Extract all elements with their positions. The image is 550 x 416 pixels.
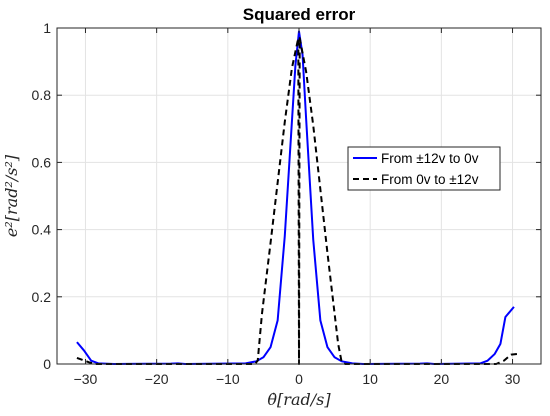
legend-box <box>347 146 501 191</box>
series-line-1 <box>76 30 515 365</box>
x-tick-label: 0 <box>295 371 303 387</box>
x-tick-label: −20 <box>145 371 169 387</box>
legend: From ±12v to 0v From 0v to ±12v <box>347 146 501 191</box>
y-tick-label: 0.6 <box>32 154 52 170</box>
x-tick-label: 20 <box>434 371 450 387</box>
x-axis-label: θ̇[rad/s] <box>267 390 331 409</box>
plot-series <box>76 30 518 365</box>
y-tick-label: 0.8 <box>32 87 52 103</box>
x-tick-label: −30 <box>74 371 98 387</box>
x-tick-label: 30 <box>505 371 521 387</box>
series-line-2 <box>76 37 518 365</box>
y-tick-label: 0.2 <box>32 289 52 305</box>
legend-label-1: From ±12v to 0v <box>381 151 479 166</box>
y-axis-label: e²[rad²/s²] <box>2 154 21 237</box>
y-tick-label: 0.4 <box>32 222 52 238</box>
y-tick-label: 0 <box>43 356 51 372</box>
legend-label-2: From 0v to ±12v <box>381 172 479 187</box>
x-tick-label: −10 <box>216 371 240 387</box>
y-tick-label: 1 <box>43 20 51 36</box>
axis-ticks: −30 −20 −10 0 10 20 30 0 0.2 0.4 0.6 0.8 1 <box>32 20 541 387</box>
chart-title: Squared error <box>243 5 356 24</box>
x-tick-label: 10 <box>362 371 378 387</box>
